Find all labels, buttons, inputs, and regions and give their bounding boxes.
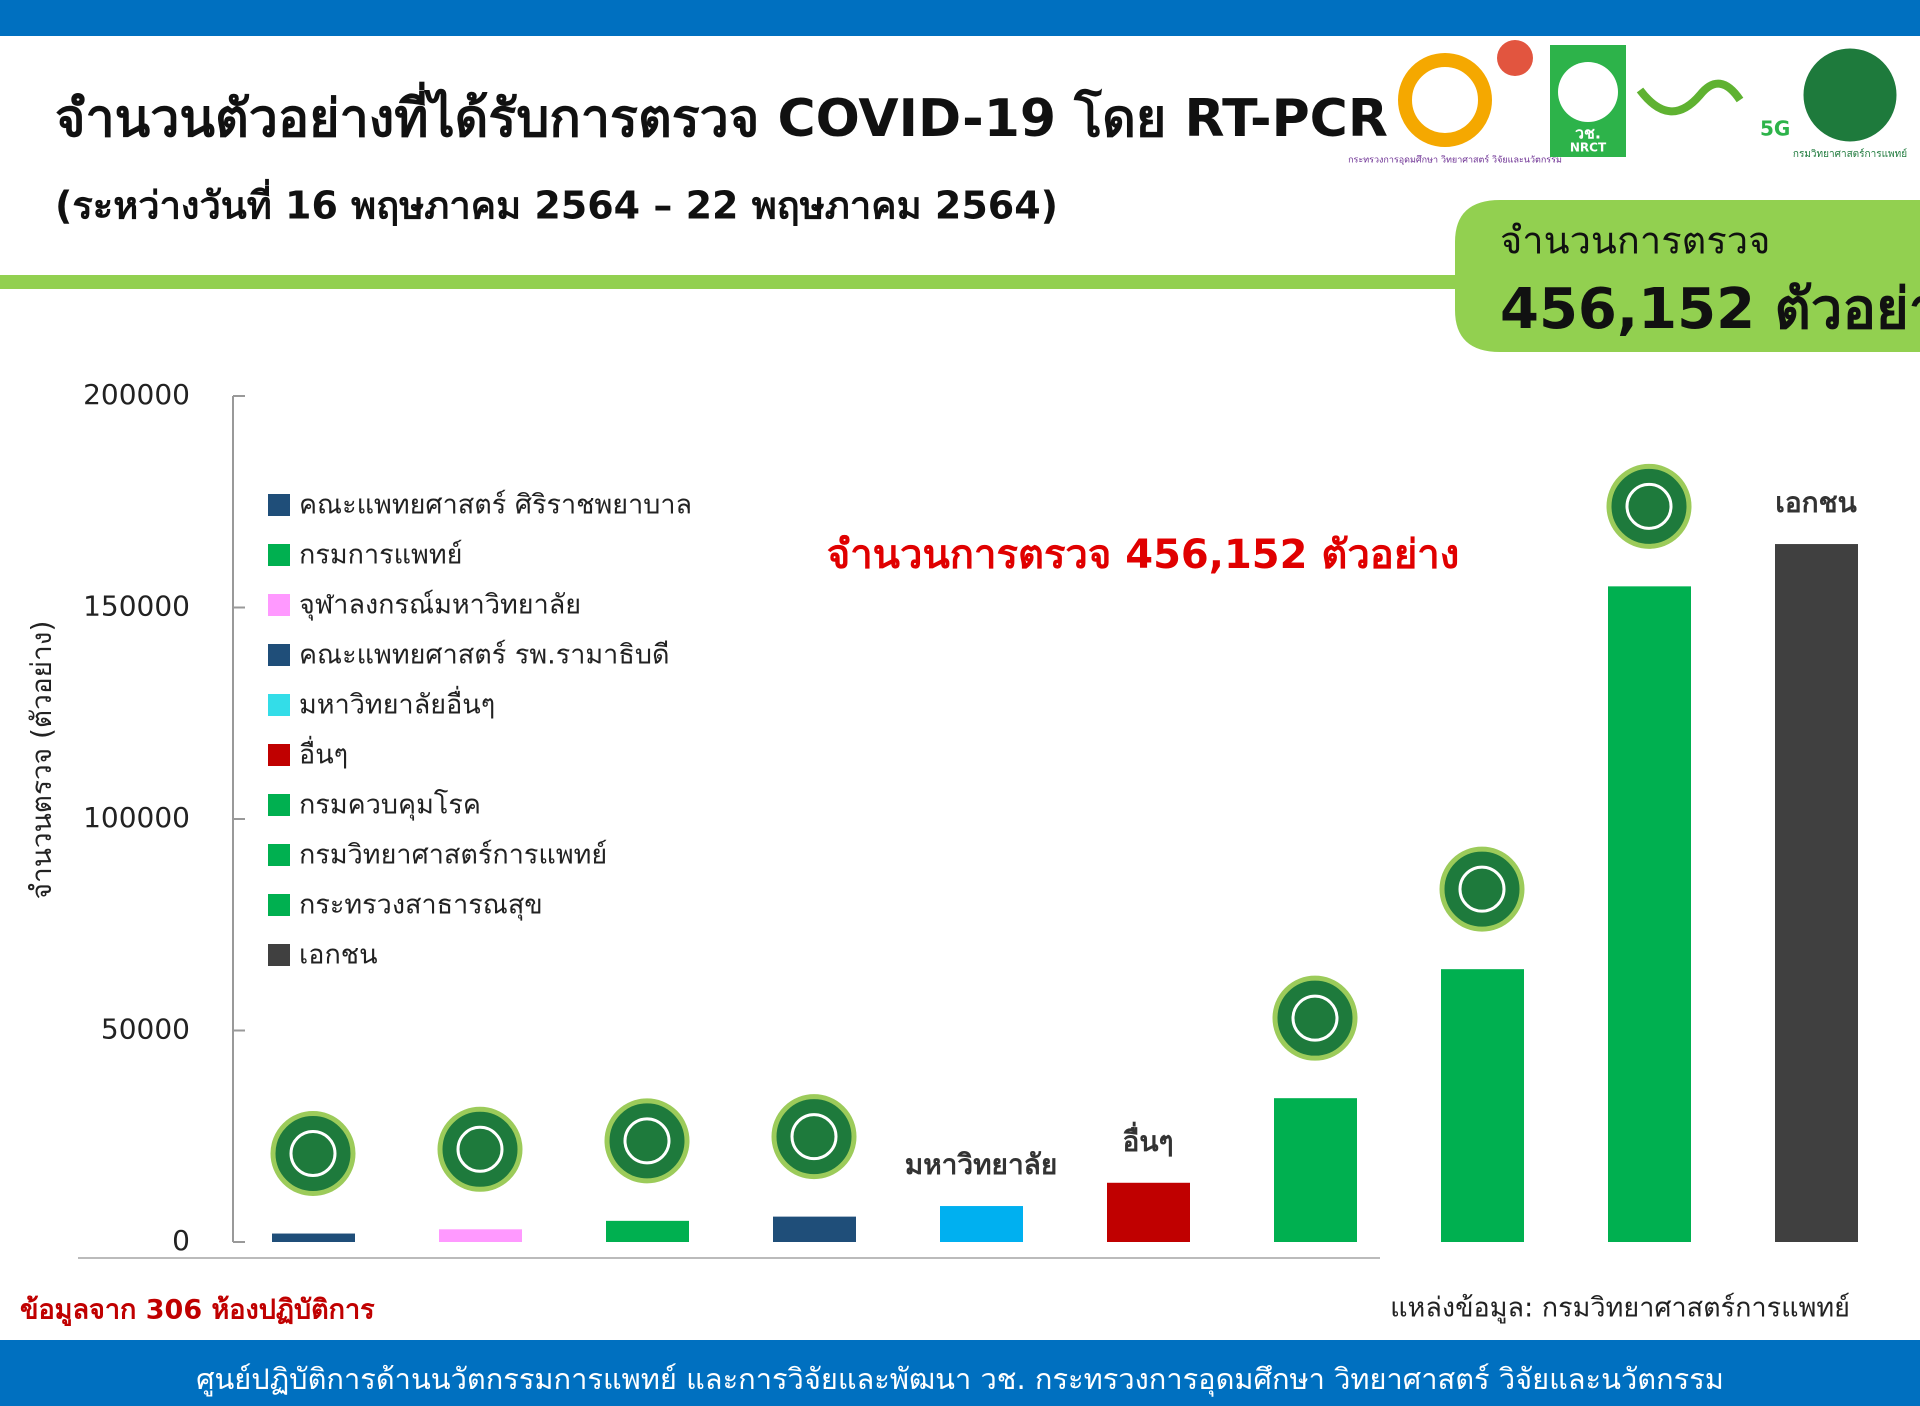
logo bbox=[604, 1098, 690, 1184]
logo bbox=[1636, 79, 1744, 116]
legend-label: กรมวิทยาศาสตร์การแพทย์ bbox=[299, 839, 607, 871]
logo bbox=[1398, 53, 1492, 147]
legend-swatch bbox=[268, 494, 290, 516]
y-tick-label: 200000 bbox=[83, 378, 190, 411]
logo-text: วช. bbox=[1575, 124, 1601, 143]
bar bbox=[1107, 1182, 1190, 1242]
legend-swatch bbox=[268, 894, 290, 916]
legend-swatch bbox=[268, 694, 290, 716]
title: จำนวนตัวอย่างที่ได้รับการตรวจ COVID-19 โ… bbox=[55, 82, 1388, 149]
logo bbox=[289, 1130, 337, 1178]
logo bbox=[623, 1117, 671, 1165]
legend-label: กรมควบคุมโรค bbox=[299, 790, 481, 822]
logo bbox=[1606, 463, 1692, 549]
logo bbox=[1272, 975, 1358, 1061]
y-tick-label: 100000 bbox=[83, 801, 190, 834]
bar bbox=[773, 1216, 856, 1242]
source: แหล่งข้อมูล: กรมวิทยาศาสตร์การแพทย์ bbox=[1390, 1292, 1850, 1324]
legend-swatch bbox=[268, 794, 290, 816]
bar-label: อื่นๆ bbox=[1123, 1121, 1174, 1158]
logo-text: กระทรวงการอุดมศึกษา วิทยาศาสตร์ วิจัยและ… bbox=[1348, 154, 1562, 166]
logo bbox=[771, 1094, 857, 1180]
badge-value: 456,152 ตัวอย่าง bbox=[1500, 277, 1920, 342]
legend-label: จุฬาลงกรณ์มหาวิทยาลัย bbox=[299, 589, 581, 622]
legend-swatch bbox=[268, 644, 290, 666]
subtitle: (ระหว่างวันที่ 16 พฤษภาคม 2564 – 22 พฤษภ… bbox=[55, 179, 1058, 228]
y-tick-label: 150000 bbox=[83, 590, 190, 623]
bar bbox=[1441, 969, 1524, 1242]
logo-text: 5G bbox=[1760, 117, 1790, 141]
legend-swatch bbox=[268, 844, 290, 866]
legend-swatch bbox=[268, 594, 290, 616]
logo bbox=[456, 1125, 504, 1173]
footer-band bbox=[0, 1340, 1920, 1406]
bar-label: มหาวิทยาลัย bbox=[905, 1148, 1058, 1181]
y-tick-label: 50000 bbox=[101, 1013, 190, 1046]
legend-label: มหาวิทยาลัยอื่นๆ bbox=[299, 686, 495, 721]
bar-label: เอกชน bbox=[1775, 486, 1856, 519]
legend-label: กระทรวงสาธารณสุข bbox=[299, 890, 543, 922]
logo bbox=[1439, 846, 1525, 932]
legend-swatch bbox=[268, 544, 290, 566]
legend-label: คณะแพทยศาสตร์ ศิริราชพยาบาล bbox=[299, 489, 692, 521]
legend-label: เอกชน bbox=[299, 940, 378, 971]
legend-label: อื่นๆ bbox=[299, 736, 348, 771]
annotation: จำนวนการตรวจ 456,152 ตัวอย่าง bbox=[827, 532, 1460, 578]
badge bbox=[1455, 200, 1920, 352]
logo bbox=[437, 1106, 523, 1192]
bar bbox=[439, 1229, 522, 1242]
top-band bbox=[0, 0, 1920, 36]
logo bbox=[1625, 482, 1673, 530]
logo bbox=[1497, 40, 1533, 76]
bar bbox=[272, 1233, 355, 1242]
bar bbox=[1274, 1098, 1357, 1242]
logo-text: NRCT bbox=[1570, 141, 1607, 155]
bar bbox=[606, 1220, 689, 1242]
green-rule bbox=[0, 275, 1920, 289]
y-axis-label: จำนวนตรวจ (ตัวอย่าง) bbox=[25, 621, 58, 900]
logo bbox=[790, 1113, 838, 1161]
footnote: ข้อมูลจาก 306 ห้องปฏิบัติการ bbox=[20, 1295, 375, 1327]
footer-text: ศูนย์ปฏิบัติการด้านนวัตกรรมการแพทย์ และก… bbox=[196, 1362, 1724, 1397]
y-tick-label: 0 bbox=[172, 1224, 190, 1257]
bar bbox=[1775, 544, 1858, 1242]
logo bbox=[1291, 994, 1339, 1042]
legend-label: คณะแพทยศาสตร์ รพ.รามาธิบดี bbox=[299, 639, 670, 671]
badge-label: จำนวนการตรวจ bbox=[1500, 219, 1770, 263]
logo bbox=[270, 1111, 356, 1197]
bar bbox=[1608, 586, 1691, 1242]
legend-swatch bbox=[268, 944, 290, 966]
legend-swatch bbox=[268, 744, 290, 766]
bar bbox=[940, 1206, 1023, 1242]
logo bbox=[1800, 45, 1900, 145]
logo-text: กรมวิทยาศาสตร์การแพทย์ bbox=[1793, 148, 1907, 160]
logo bbox=[1558, 62, 1618, 122]
legend-label: กรมการแพทย์ bbox=[299, 539, 462, 571]
logo bbox=[1458, 865, 1506, 913]
